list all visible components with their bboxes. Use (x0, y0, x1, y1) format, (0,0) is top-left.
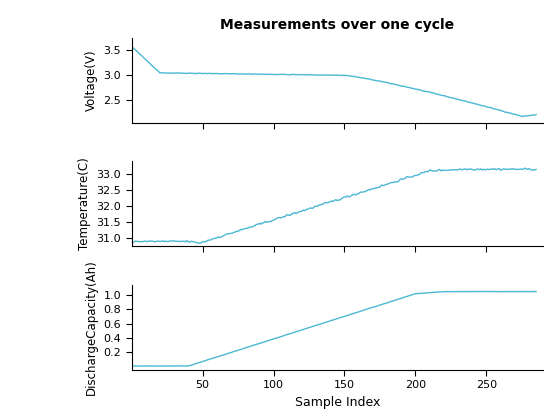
Y-axis label: Voltage(V): Voltage(V) (85, 50, 98, 111)
X-axis label: Sample Index: Sample Index (295, 396, 380, 409)
Y-axis label: DischargeCapacity(Ah): DischargeCapacity(Ah) (85, 259, 98, 395)
Y-axis label: Temperature(C): Temperature(C) (78, 158, 91, 250)
Title: Measurements over one cycle: Measurements over one cycle (220, 18, 455, 32)
